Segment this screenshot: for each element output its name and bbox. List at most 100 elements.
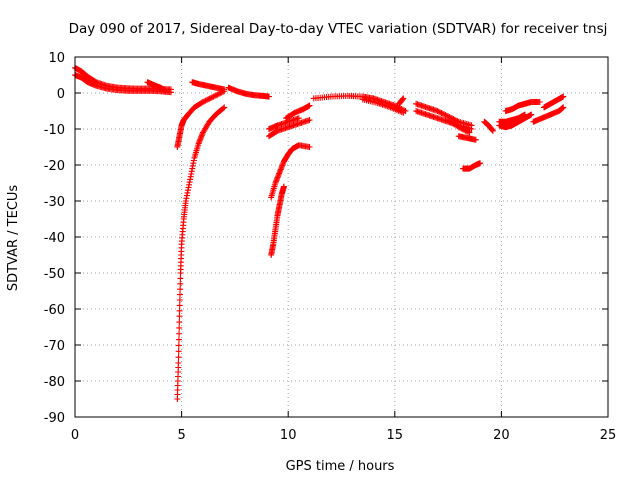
series-arc-21 bbox=[496, 111, 528, 125]
data-point bbox=[461, 126, 468, 133]
data-point bbox=[176, 297, 183, 303]
data-point bbox=[466, 129, 473, 136]
series-arc-20 bbox=[496, 111, 535, 131]
y-tick-label: -10 bbox=[44, 123, 65, 138]
data-point bbox=[207, 94, 214, 101]
data-point bbox=[468, 126, 475, 132]
y-tick-label: -40 bbox=[44, 231, 65, 246]
data-point bbox=[434, 108, 441, 114]
data-point bbox=[211, 92, 218, 99]
data-point bbox=[177, 286, 184, 293]
data-point bbox=[528, 111, 535, 118]
data-point bbox=[560, 104, 567, 111]
data-point bbox=[175, 342, 182, 349]
data-point bbox=[177, 275, 184, 282]
y-tick-label: -20 bbox=[44, 159, 65, 174]
x-tick-label: 20 bbox=[493, 428, 510, 443]
data-point bbox=[459, 126, 466, 133]
x-tick-label: 5 bbox=[177, 428, 185, 443]
y-tick-labels: 10 0 -10 -20 -30 -40 -50 -60 -70 -80 -90 bbox=[44, 51, 65, 426]
y-tick-label: -50 bbox=[44, 267, 65, 282]
data-point bbox=[176, 324, 183, 331]
x-axis-label: GPS time / hours bbox=[286, 459, 395, 474]
data-point bbox=[536, 99, 543, 105]
data-point bbox=[560, 93, 567, 100]
data-point bbox=[435, 108, 442, 115]
data-point bbox=[521, 111, 528, 118]
series-arc-10 bbox=[283, 102, 313, 122]
data-point bbox=[175, 360, 182, 366]
series-arc-17 bbox=[460, 160, 484, 172]
data-point bbox=[457, 124, 464, 131]
data-point bbox=[455, 124, 462, 131]
data-point bbox=[477, 160, 484, 167]
y-tick-label: 10 bbox=[48, 51, 65, 66]
data-point bbox=[205, 96, 212, 103]
data-point bbox=[462, 127, 469, 134]
x-tick-label: 25 bbox=[600, 428, 617, 443]
data-point bbox=[209, 94, 216, 101]
x-tick-labels: 0 5 10 15 20 25 bbox=[71, 428, 616, 443]
data-point bbox=[295, 115, 302, 122]
series-arc-16 bbox=[445, 117, 473, 136]
data-point bbox=[167, 89, 174, 96]
ticks bbox=[74, 56, 609, 418]
series-arc-12 bbox=[359, 96, 407, 116]
data-point bbox=[306, 117, 313, 123]
series-arc-18 bbox=[455, 133, 479, 143]
series-arc-13 bbox=[396, 95, 407, 107]
data-point bbox=[161, 87, 168, 94]
x-tick-label: 0 bbox=[71, 428, 79, 443]
data-point bbox=[442, 112, 449, 119]
grid bbox=[75, 57, 608, 417]
series-arc-6 bbox=[268, 183, 287, 258]
data-point bbox=[177, 280, 184, 287]
y-tick-label: -80 bbox=[44, 375, 65, 390]
data-point bbox=[175, 348, 182, 355]
data-point bbox=[438, 110, 445, 117]
data-point bbox=[210, 93, 217, 100]
data-point bbox=[463, 128, 470, 135]
data-point bbox=[175, 336, 182, 343]
data-point bbox=[489, 127, 496, 134]
data-point bbox=[202, 97, 209, 104]
plot-frame bbox=[74, 56, 609, 418]
data-point bbox=[215, 90, 222, 97]
y-tick-label: -60 bbox=[44, 303, 65, 318]
data-point bbox=[214, 91, 221, 98]
data-point bbox=[213, 92, 220, 99]
data-point bbox=[280, 183, 287, 190]
data-point bbox=[176, 307, 183, 314]
y-tick-label: 0 bbox=[57, 87, 65, 102]
y-tick-label: -30 bbox=[44, 195, 65, 210]
data-point bbox=[437, 109, 444, 116]
series-arc-7 bbox=[268, 142, 313, 201]
series-arc-24 bbox=[541, 93, 567, 111]
x-tick-label: 10 bbox=[280, 428, 297, 443]
data-point bbox=[439, 110, 446, 117]
data-point bbox=[175, 354, 182, 361]
series-arc-4 bbox=[189, 79, 228, 93]
series-arc-8 bbox=[266, 117, 313, 140]
data-point bbox=[400, 95, 407, 102]
series-arc-19 bbox=[481, 118, 496, 134]
chart-title: Day 090 of 2017, Sidereal Day-to-day VTE… bbox=[69, 21, 608, 37]
y-axis-label: SDTVAR / TECUs bbox=[6, 185, 21, 292]
series-arc-3 bbox=[174, 104, 228, 402]
series-arc-5 bbox=[225, 84, 273, 100]
data-point bbox=[458, 125, 465, 132]
data-point bbox=[306, 102, 313, 109]
data-point bbox=[176, 319, 183, 326]
x-tick-label: 15 bbox=[387, 428, 404, 443]
data-point bbox=[176, 330, 183, 337]
data-point bbox=[201, 98, 208, 105]
data-point bbox=[203, 96, 210, 103]
data-point bbox=[220, 105, 227, 112]
data-point bbox=[176, 313, 183, 320]
data-point bbox=[465, 128, 472, 135]
data-point bbox=[306, 144, 313, 150]
data-point bbox=[199, 99, 206, 105]
data-point bbox=[177, 291, 184, 298]
data-point bbox=[400, 109, 407, 116]
